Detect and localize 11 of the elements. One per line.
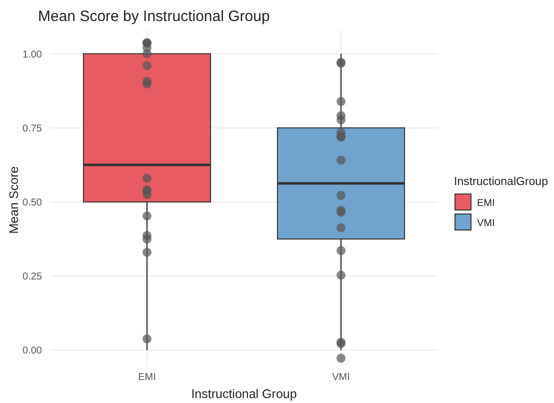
legend-title: InstructionalGroup [454, 176, 548, 188]
x-axis-title: Instructional Group [190, 387, 298, 401]
y-axis-title: Mean Score [7, 166, 21, 234]
y-tick-label: 0.50 [22, 197, 42, 208]
y-tick-label: 0.00 [22, 346, 42, 357]
chart-title: Mean Score by Instructional Group [38, 8, 270, 25]
legend-label: VMI [477, 218, 495, 229]
y-tick-label: 0.25 [22, 272, 42, 283]
y-tick-label: 0.75 [22, 123, 42, 134]
y-tick-label: 1.00 [22, 49, 42, 60]
legend-label: EMI [477, 198, 495, 209]
